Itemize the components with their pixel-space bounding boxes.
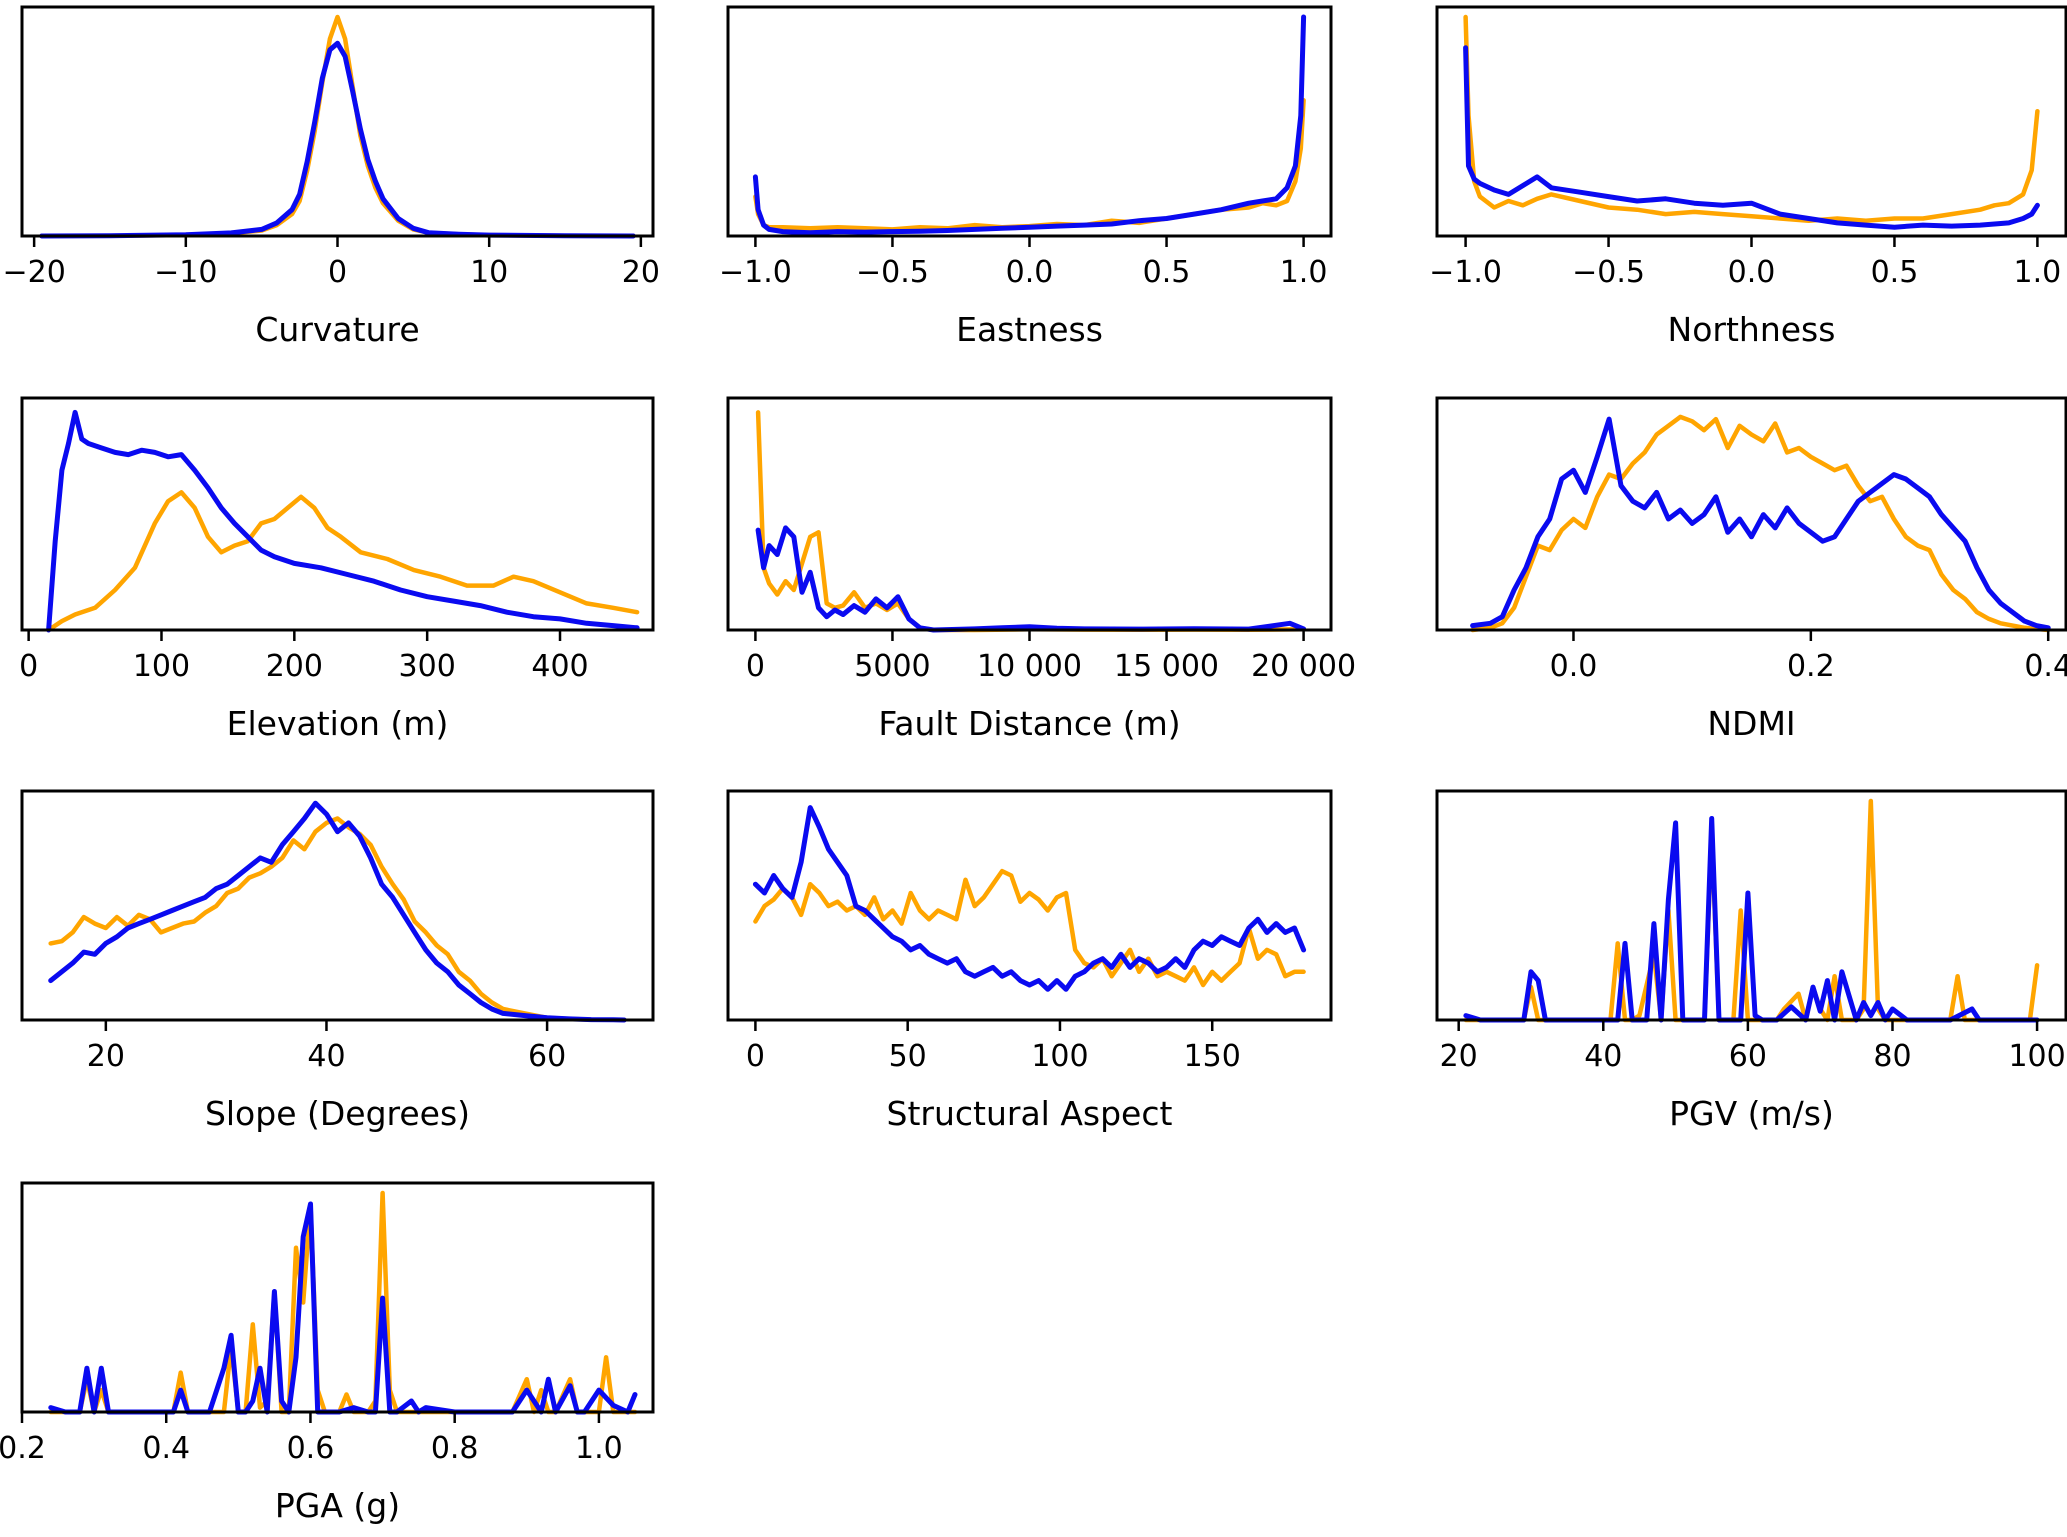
curvature-series-blue xyxy=(39,40,636,239)
structural-aspect-xtick-label: 0 xyxy=(746,1039,765,1074)
elevation-xtick-label: 200 xyxy=(266,649,323,684)
fault-distance-series-blue xyxy=(755,525,1307,633)
slope-xlabel: Slope (Degrees) xyxy=(205,1094,470,1133)
ndmi-series-blue xyxy=(1470,416,2051,631)
curvature-xtick-label: −20 xyxy=(2,255,65,290)
slope-xtick-label: 20 xyxy=(87,1039,125,1074)
curvature-xtick-label: 10 xyxy=(470,255,508,290)
fault-distance-xlabel: Fault Distance (m) xyxy=(878,704,1180,743)
fault-distance-xtick-label: 0 xyxy=(746,649,765,684)
panel-northness: −1.0 −0.5 0.0 0.5 1.0 Northness xyxy=(1429,5,2067,349)
elevation-axes-frame xyxy=(20,396,655,632)
pgv-series-blue xyxy=(1463,816,2040,1023)
structural-aspect-xlabel: Structural Aspect xyxy=(887,1094,1173,1133)
slope-xtick-label: 40 xyxy=(307,1039,345,1074)
elevation-series-orange xyxy=(46,490,640,633)
northness-xlabel: Northness xyxy=(1668,310,1836,349)
panel-pgv: 20 40 60 80 100 PGV (m/s) xyxy=(1435,789,2067,1133)
elevation-xlabel: Elevation (m) xyxy=(227,704,449,743)
pga-xlabel: PGA (g) xyxy=(275,1486,400,1525)
fault-distance-xtick-label: 5000 xyxy=(854,649,930,684)
slope-series-blue xyxy=(48,800,627,1023)
elevation-xtick-label: 400 xyxy=(531,649,588,684)
eastness-xtick-label: 1.0 xyxy=(1280,255,1328,290)
panel-curvature: −20 −10 0 10 20 Curvature xyxy=(2,5,660,349)
fault-distance-xtick-label: 20 000 xyxy=(1251,649,1356,684)
structural-aspect-series-blue xyxy=(752,805,1307,992)
pgv-axes-frame xyxy=(1435,789,2067,1022)
slope-xtick-label: 60 xyxy=(528,1039,566,1074)
curvature-xtick-label: 20 xyxy=(622,255,660,290)
pgv-xtick-label: 80 xyxy=(1873,1039,1911,1074)
ndmi-xtick-label: 0.0 xyxy=(1550,649,1598,684)
pgv-xlabel: PGV (m/s) xyxy=(1669,1094,1834,1133)
slope-axes-frame xyxy=(20,789,655,1022)
panel-eastness: −1.0 −0.5 0.0 0.5 1.0 Eastness xyxy=(719,5,1333,349)
pgv-xtick-label: 60 xyxy=(1729,1039,1767,1074)
panel-fault-distance: 0 5000 10 000 15 000 20 000 Fault Distance (m… xyxy=(726,396,1356,743)
structural-aspect-axes-frame xyxy=(726,789,1333,1022)
eastness-xtick-label: 0.5 xyxy=(1143,255,1191,290)
slope-series-orange xyxy=(48,816,627,1023)
panel-slope: 20 40 60 Slope (Degrees) xyxy=(20,789,655,1133)
eastness-xtick-label: −0.5 xyxy=(856,255,929,290)
curvature-xtick-label: 0 xyxy=(328,255,347,290)
eastness-xlabel: Eastness xyxy=(956,310,1103,349)
northness-xtick-label: −1.0 xyxy=(1429,255,1502,290)
structural-aspect-series-orange xyxy=(753,868,1306,988)
pga-xtick-label: 1.0 xyxy=(575,1431,623,1466)
elevation-xtick-label: 300 xyxy=(399,649,456,684)
structural-aspect-xtick-label: 100 xyxy=(1031,1039,1088,1074)
northness-series-blue xyxy=(1463,45,2040,230)
fault-distance-axes-frame xyxy=(726,396,1333,632)
eastness-series-blue xyxy=(752,14,1307,236)
pgv-xtick-label: 40 xyxy=(1584,1039,1622,1074)
northness-xtick-label: 0.5 xyxy=(1871,255,1919,290)
fault-distance-series-orange xyxy=(755,410,1306,633)
ndmi-xtick-label: 0.2 xyxy=(1787,649,1835,684)
pga-xtick-label: 0.6 xyxy=(287,1431,335,1466)
fault-distance-xtick-label: 10 000 xyxy=(977,649,1082,684)
panel-pga: 0.2 0.4 0.6 0.8 1.0 PGA (g) xyxy=(0,1181,655,1525)
ndmi-axes-frame xyxy=(1435,396,2067,632)
structural-aspect-xtick-label: 50 xyxy=(889,1039,927,1074)
structural-aspect-xtick-label: 150 xyxy=(1184,1039,1241,1074)
curvature-series-orange xyxy=(39,14,636,239)
eastness-xtick-label: 0.0 xyxy=(1006,255,1054,290)
panel-elevation: 0 100 200 300 400 Elevation (m) xyxy=(19,396,655,743)
curvature-xlabel: Curvature xyxy=(255,310,419,349)
fault-distance-xtick-label: 15 000 xyxy=(1114,649,1219,684)
pga-series-blue xyxy=(48,1201,638,1415)
panel-structural-aspect: 0 50 100 150 Structural Aspect xyxy=(726,789,1333,1133)
elevation-xtick-label: 0 xyxy=(19,649,38,684)
northness-xtick-label: 1.0 xyxy=(2014,255,2062,290)
ndmi-series-orange xyxy=(1470,414,2051,633)
elevation-series-blue xyxy=(46,409,640,633)
northness-series-orange xyxy=(1463,14,2040,223)
pga-xtick-label: 0.8 xyxy=(431,1431,479,1466)
pgv-xtick-label: 20 xyxy=(1440,1039,1478,1074)
northness-xtick-label: 0.0 xyxy=(1728,255,1776,290)
curvature-xtick-label: −10 xyxy=(154,255,217,290)
pga-xtick-label: 0.2 xyxy=(0,1431,46,1466)
eastness-axes-frame xyxy=(726,5,1333,238)
pgv-xtick-label: 100 xyxy=(2008,1039,2065,1074)
ndmi-xtick-label: 0.4 xyxy=(2024,649,2067,684)
ndmi-xlabel: NDMI xyxy=(1707,704,1795,743)
eastness-xtick-label: −1.0 xyxy=(719,255,792,290)
pga-xtick-label: 0.4 xyxy=(142,1431,190,1466)
pga-axes-frame xyxy=(20,1181,655,1414)
panel-ndmi: 0.0 0.2 0.4 NDMI xyxy=(1435,396,2067,743)
northness-xtick-label: −0.5 xyxy=(1572,255,1645,290)
elevation-xtick-label: 100 xyxy=(133,649,190,684)
